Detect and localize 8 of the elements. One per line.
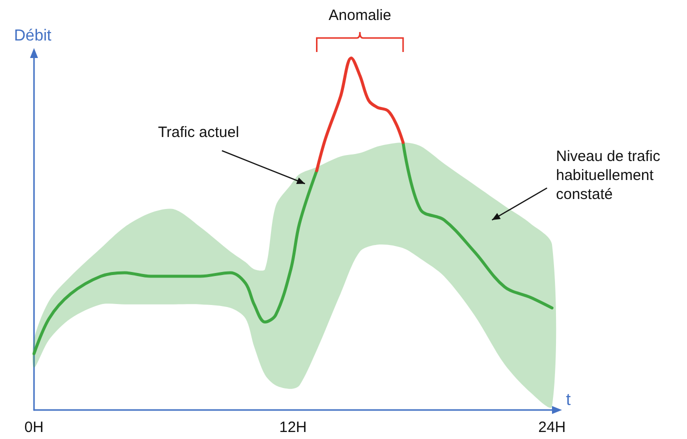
x-axis-title: t (566, 390, 571, 409)
x-tick-label: 0H (24, 419, 44, 436)
x-tick-label: 12H (279, 419, 307, 436)
y-axis-title: Débit (14, 28, 52, 44)
annotation: Trafic actuel (158, 122, 240, 142)
text: Niveau de trafic habituellement constaté (556, 147, 662, 204)
x-tick-label: 24H (538, 419, 566, 436)
text: Anomalie (328, 6, 392, 25)
